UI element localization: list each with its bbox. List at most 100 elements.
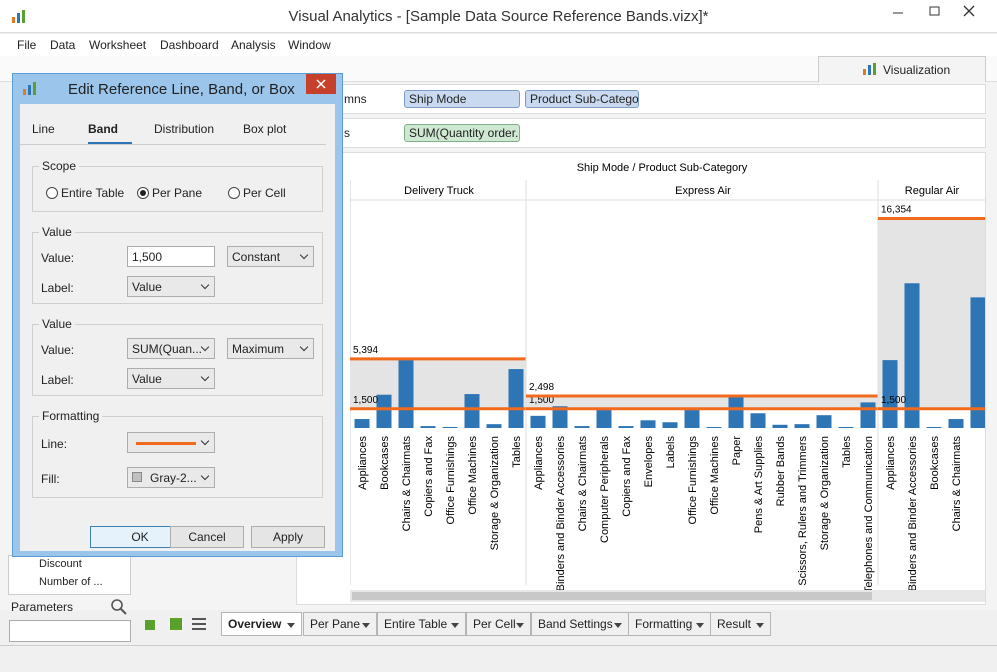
menu-item[interactable]: Data [50,38,76,52]
group-label: Value [39,225,75,239]
select[interactable]: Constant [227,246,314,267]
field-caption: Line: [41,437,68,451]
sheet-tab-label: Band Settings [538,617,613,631]
category-label: Office Furnishings [445,436,457,525]
menu-item[interactable]: Analysis [231,38,276,52]
sheet-tab-icons [145,618,206,630]
field-caption: Label: [41,281,74,295]
sheet-tab-label: Entire Table [384,617,448,631]
category-label: Binders and Binder Accessories [907,436,919,592]
radio[interactable]: Entire Table [46,186,124,200]
pane-header: Regular Air [905,185,960,197]
menu-item[interactable]: Window [288,38,331,52]
field-caption: Fill: [41,472,60,486]
sheet-tab[interactable]: Overview [221,612,302,636]
dialog-tab[interactable]: Box plot [243,122,287,136]
column-pill[interactable]: Ship Mode [404,90,520,108]
select[interactable]: Value [127,368,215,389]
radio[interactable]: Per Cell [228,186,286,200]
pane-header: Express Air [675,185,731,197]
bar [684,410,700,428]
bar [508,369,524,428]
bar [948,419,964,428]
maximize[interactable] [929,6,940,16]
close[interactable] [963,5,975,17]
dialog-close[interactable] [306,74,336,94]
line-swatch [136,442,196,445]
sheet-tab[interactable]: Result [710,612,771,636]
scrollbar-thumb[interactable] [352,592,872,600]
category-label: Chairs & Chairmats [951,436,963,532]
tab-list[interactable] [192,618,206,630]
bar [860,402,876,428]
category-label: Bookcases [379,436,391,490]
value-input[interactable]: 1,500 [127,246,215,267]
status-bar [0,645,997,672]
category-label: Rubber Bands [775,436,787,507]
category-label: Appliances [357,436,369,490]
reference-label: 16,354 [881,205,912,216]
category-label: Binders and Binder Accessories [555,436,567,592]
dialog-tab[interactable]: Line [32,122,55,136]
bar [552,406,568,428]
apply-button[interactable]: Apply [251,526,325,548]
dialog-tab[interactable]: Distribution [154,122,215,136]
search-icon[interactable] [110,598,128,616]
category-label: Copiers and Fax [423,436,435,517]
parameters-input[interactable] [9,620,131,642]
radio[interactable]: Per Pane [137,186,202,200]
menu-item[interactable]: Dashboard [160,38,219,52]
cancel-button[interactable]: Cancel [170,526,244,548]
menu-item[interactable]: Worksheet [89,38,147,52]
sheet-tab[interactable]: Per Cell [466,612,531,636]
category-label: Chairs & Chairmats [577,436,589,532]
column-pill[interactable]: Product Sub-Category [525,90,639,108]
sheet-tab[interactable]: Formatting [628,612,711,636]
line-select[interactable] [127,432,215,453]
viz-icon [863,63,876,75]
band-from-group: Value [32,225,323,304]
new-sheet[interactable] [145,620,155,630]
select[interactable]: Maximum [227,338,314,359]
category-label: Computer Peripherals [599,436,611,543]
radio-label: Per Cell [243,186,286,200]
app-icon [12,10,25,23]
bar [442,426,458,428]
bar [376,394,392,428]
bar [926,426,942,428]
field[interactable]: Number of ... [39,576,103,588]
sheet-tab-label: Overview [228,617,282,631]
bar [574,426,590,428]
columns-shelf-label: mns [344,92,367,106]
sheet-tab[interactable]: Band Settings [531,612,629,636]
field-caption: Label: [41,373,74,387]
visualization-tab[interactable] [818,56,986,82]
field[interactable]: Discount [39,558,82,570]
bar [398,360,414,428]
category-label: Tables [511,436,523,468]
bar [486,424,502,428]
rows-shelf-label: s [344,126,350,140]
sheet-tab[interactable]: Entire Table [377,612,466,636]
dialog-tab-active[interactable]: Band [88,122,132,144]
scope-group: Scope [32,159,323,212]
new-dashboard[interactable] [170,618,182,630]
plot: Delivery Truck Appliances Bookcases Chairs … [350,180,985,593]
row-pill[interactable]: SUM(Quantity order... [404,124,520,142]
category-label: Pens & Art Supplies [753,436,765,534]
category-label: Office Furnishings [687,436,699,525]
category-label: Office Machines [467,436,479,515]
menu-item[interactable]: File [17,38,37,52]
bar [772,424,788,428]
dialog-icon [23,82,36,95]
sheet-tab[interactable]: Per Pane [303,612,377,636]
reference-label: 1,500 [353,395,378,406]
category-label: Envelopes [643,436,655,488]
bar [420,426,436,428]
select[interactable]: Value [127,276,215,297]
window-controls [893,5,975,17]
fill-select[interactable]: Gray-2... [127,467,215,488]
select[interactable]: SUM(Quan... [127,338,215,359]
